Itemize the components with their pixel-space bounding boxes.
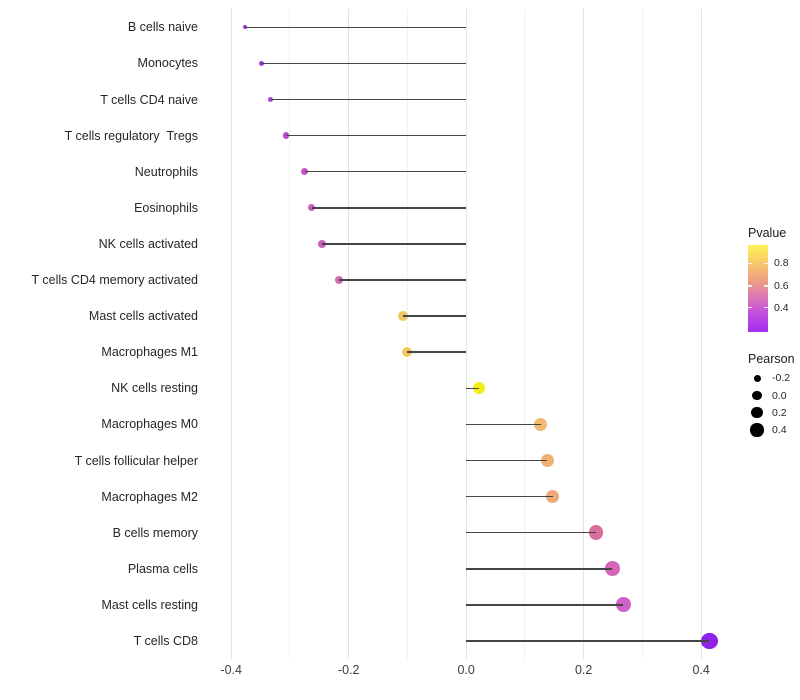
pearson-legend-dot bbox=[753, 374, 761, 382]
x-axis-tick-label: -0.2 bbox=[337, 663, 360, 677]
lollipop-dot bbox=[588, 525, 604, 540]
gridline-major bbox=[465, 9, 467, 659]
lollipop-dot bbox=[615, 597, 631, 613]
x-axis-tick-label: 0.4 bbox=[692, 663, 710, 677]
lollipop-stem bbox=[466, 423, 541, 426]
y-axis-label: Eosinophils bbox=[134, 200, 198, 215]
pvalue-tick-mark bbox=[764, 307, 768, 309]
lollipop-dot bbox=[605, 561, 620, 577]
pvalue-colorbar bbox=[748, 245, 768, 332]
lollipop-dot bbox=[317, 240, 326, 248]
gridline-major bbox=[348, 9, 350, 659]
y-axis-label: B cells naive bbox=[127, 20, 198, 35]
pvalue-tick-label: 0.4 bbox=[774, 301, 789, 314]
lollipop-stem bbox=[466, 531, 597, 534]
pvalue-tick-mark bbox=[748, 285, 752, 287]
gridline-minor bbox=[406, 9, 408, 659]
lollipop-stem bbox=[466, 568, 613, 570]
lollipop-stem bbox=[270, 98, 467, 101]
lollipop-stem bbox=[245, 26, 467, 29]
y-axis-label: T cells CD8 bbox=[133, 634, 198, 648]
pvalue-tick-label: 0.8 bbox=[774, 257, 789, 270]
x-axis-tick-label: 0.2 bbox=[574, 663, 593, 677]
gridline-major bbox=[230, 9, 232, 659]
lollipop-stem bbox=[285, 134, 467, 137]
y-axis-label: Monocytes bbox=[137, 56, 198, 71]
y-axis-label: T cells CD4 naive bbox=[100, 92, 198, 107]
y-axis-label: Mast cells resting bbox=[101, 597, 198, 612]
lollipop-stem bbox=[261, 62, 467, 65]
x-axis-tick-label: 0.0 bbox=[457, 663, 475, 677]
pearson-legend-dot bbox=[751, 406, 763, 419]
y-axis-label: NK cells activated bbox=[98, 236, 198, 251]
pearson-legend-dot bbox=[752, 390, 762, 401]
x-axis-tick-label: -0.4 bbox=[220, 663, 242, 677]
gridline-minor bbox=[641, 9, 643, 659]
lollipop-stem bbox=[466, 495, 553, 498]
pearson-legend-label: 0.0 bbox=[772, 389, 787, 402]
lollipop-stem bbox=[466, 640, 710, 642]
lollipop-stem bbox=[466, 459, 548, 462]
pearson-legend-label: 0.4 bbox=[772, 424, 787, 436]
pearson-legend-label: 0.2 bbox=[772, 406, 787, 419]
lollipop-stem bbox=[321, 243, 467, 245]
y-axis-label: B cells memory bbox=[112, 525, 198, 540]
lollipop-dot bbox=[335, 275, 344, 285]
y-axis-label: Macrophages M0 bbox=[101, 417, 198, 432]
lollipop-dot bbox=[258, 60, 264, 66]
lollipop-dot bbox=[397, 311, 408, 322]
lollipop-dot bbox=[701, 632, 718, 650]
gridline-minor bbox=[289, 9, 291, 659]
pvalue-tick-mark bbox=[764, 262, 768, 264]
pearson-legend-title: Pearson bbox=[748, 352, 795, 366]
pvalue-tick-mark bbox=[748, 307, 752, 309]
lollipop-dot bbox=[540, 453, 554, 468]
pearson-legend-dot bbox=[750, 423, 764, 437]
y-axis-label: Neutrophils bbox=[134, 164, 198, 179]
y-axis-label: Macrophages M2 bbox=[101, 489, 198, 504]
pvalue-legend-title: Pvalue bbox=[748, 226, 787, 240]
gridline-major bbox=[583, 9, 585, 659]
pvalue-tick-label: 0.6 bbox=[774, 279, 789, 292]
lollipop-stem bbox=[339, 279, 467, 281]
y-axis-label: Mast cells activated bbox=[88, 309, 198, 324]
y-axis-label: T cells follicular helper bbox=[74, 453, 198, 468]
lollipop-dot bbox=[545, 489, 560, 504]
pearson-legend-label: -0.2 bbox=[772, 372, 791, 384]
lollipop-stem bbox=[402, 315, 467, 317]
lollipop-dot bbox=[243, 25, 248, 30]
lollipop-dot bbox=[472, 382, 485, 395]
lollipop-dot bbox=[534, 417, 548, 432]
y-axis-label: Plasma cells bbox=[127, 561, 198, 576]
y-axis-label: T cells regulatory Tregs bbox=[64, 128, 198, 143]
y-axis-label: T cells CD4 memory activated bbox=[31, 273, 199, 287]
y-axis-label: Macrophages M1 bbox=[101, 345, 198, 360]
gridline-major bbox=[700, 9, 702, 659]
lollipop-dot bbox=[267, 96, 274, 103]
lollipop-stem bbox=[311, 207, 467, 209]
gridline-minor bbox=[524, 9, 526, 659]
lollipop-stem bbox=[466, 387, 479, 390]
y-axis-label: NK cells resting bbox=[111, 381, 198, 396]
pvalue-tick-mark bbox=[748, 262, 752, 264]
lollipop-stem bbox=[466, 604, 624, 606]
lollipop-stem bbox=[406, 351, 467, 353]
lollipop-dot bbox=[308, 204, 316, 212]
pvalue-tick-mark bbox=[764, 285, 768, 287]
lollipop-stem bbox=[304, 170, 467, 173]
